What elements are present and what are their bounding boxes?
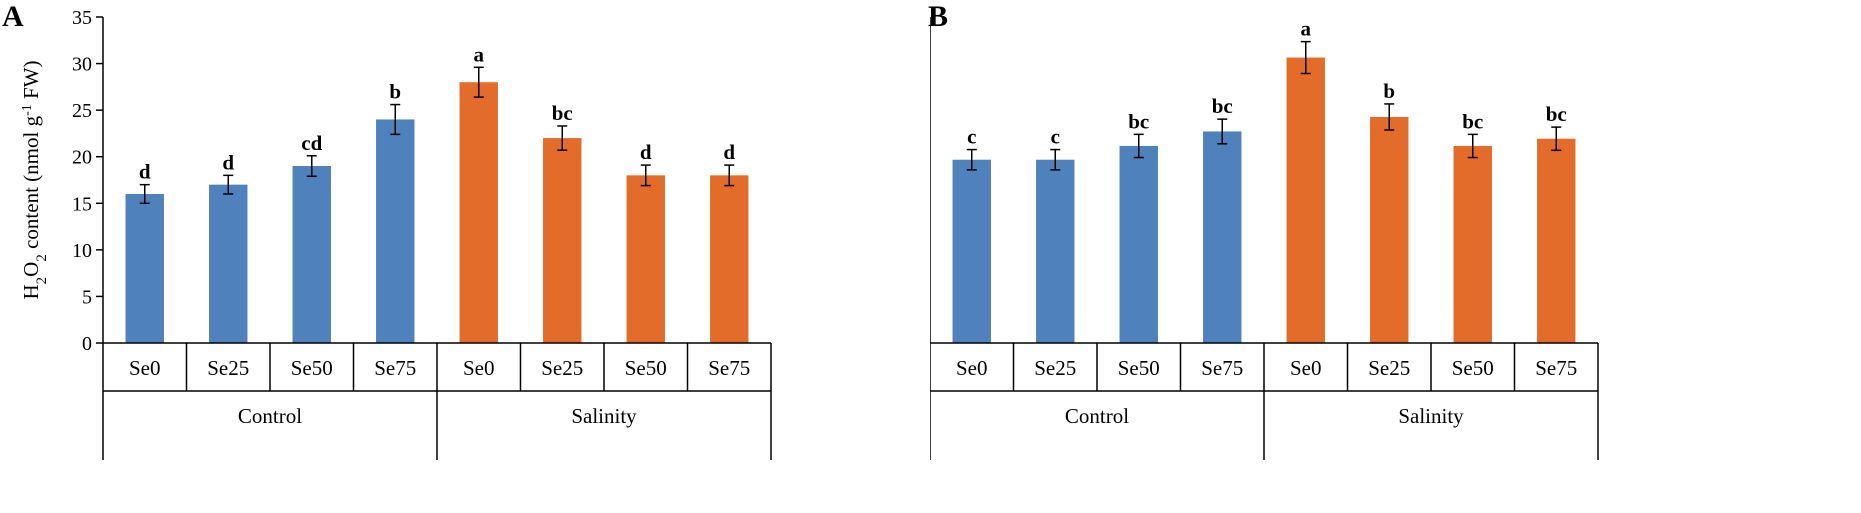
panel-letter: A: [2, 0, 24, 33]
x-tick-label: Se75: [1535, 356, 1577, 380]
panel-letter: B: [928, 0, 949, 33]
group-label: Salinity: [1398, 404, 1464, 428]
significance-letter: d: [222, 150, 234, 174]
chart-b-svg: 051015202530354045ccbcbcabbcbcSe0Se25Se5…: [930, 17, 1599, 460]
bar: [1537, 138, 1576, 343]
significance-letter: a: [1301, 17, 1312, 41]
y-tick-label: 35: [72, 7, 92, 29]
y-tick-label: 25: [72, 100, 92, 122]
significance-letter: d: [139, 160, 151, 184]
significance-letter: d: [640, 140, 652, 164]
x-tick-label: Se25: [1368, 356, 1410, 380]
bar: [543, 138, 582, 343]
y-tick-label: 15: [72, 193, 92, 215]
bar: [952, 159, 991, 343]
x-tick-label: Se75: [1201, 356, 1243, 380]
y-tick-label: 20: [72, 147, 92, 169]
bar: [376, 119, 415, 343]
significance-letter: bc: [1212, 94, 1233, 118]
x-tick-label: Se50: [291, 356, 333, 380]
significance-letter: a: [474, 42, 485, 66]
x-tick-label: Se75: [374, 356, 416, 380]
significance-letter: bc: [1546, 102, 1567, 126]
x-tick-label: Se75: [708, 356, 750, 380]
bar: [1036, 159, 1075, 343]
bar: [125, 193, 164, 343]
bar: [209, 184, 248, 343]
bar: [1119, 145, 1158, 343]
bar: [1286, 57, 1325, 344]
bar: [710, 175, 749, 343]
significance-letter: bc: [552, 101, 573, 125]
y-title-text: content (nmol g: [19, 115, 43, 254]
bar: [459, 82, 498, 343]
y-axis-title: H2O2 content (nmol g-1 FW): [19, 61, 50, 300]
x-tick-label: Se50: [625, 356, 667, 380]
bar: [1453, 145, 1492, 343]
bar: [1203, 131, 1242, 343]
group-label: Control: [238, 404, 302, 428]
x-tick-label: Se0: [956, 356, 988, 380]
significance-letter: b: [389, 80, 401, 104]
bar: [292, 166, 331, 343]
significance-letter: b: [1383, 79, 1395, 103]
significance-letter: cd: [301, 131, 322, 155]
y-tick-label: 5: [82, 286, 92, 308]
significance-letter: c: [1051, 125, 1060, 149]
y-title-subscript: 2: [34, 254, 50, 262]
y-title-subscript: 2: [34, 277, 50, 285]
bar: [1370, 116, 1409, 344]
group-label: Control: [1065, 404, 1129, 428]
x-tick-label: Se0: [1290, 356, 1322, 380]
significance-letter: d: [723, 140, 735, 164]
y-title-text: H: [19, 284, 43, 299]
significance-letter: bc: [1128, 109, 1149, 133]
significance-letter: c: [967, 125, 976, 149]
y-tick-label: 30: [72, 54, 92, 76]
y-title-text: FW): [19, 61, 43, 105]
y-tick-label: 0: [82, 333, 92, 355]
group-label: Salinity: [571, 404, 637, 428]
x-tick-label: Se50: [1452, 356, 1494, 380]
x-tick-label: Se25: [541, 356, 583, 380]
bar: [626, 175, 665, 343]
y-tick-label: 10: [72, 240, 92, 262]
x-tick-label: Se25: [207, 356, 249, 380]
y-title-text: O: [19, 262, 43, 277]
x-tick-label: Se50: [1118, 356, 1160, 380]
x-tick-label: Se0: [463, 356, 495, 380]
x-tick-label: Se0: [129, 356, 161, 380]
chart-panel-a: A 0 5 10 15 20 25 30 35 d d cd b a bc d d Se0 Se25 Se50 Se7…: [0, 0, 930, 513]
y-title-superscript: -1: [20, 104, 35, 116]
x-tick-label: Se25: [1034, 356, 1076, 380]
chart-a-svg: 0 5 10 15 20 25 30 35 d d cd b a bc d d Se0 Se25 Se50 Se75 S…: [19, 7, 772, 460]
significance-letter: bc: [1462, 109, 1483, 133]
chart-panel-b: B 051015202530354045ccbcbcabbcbcSe0Se25S…: [928, 0, 1861, 513]
